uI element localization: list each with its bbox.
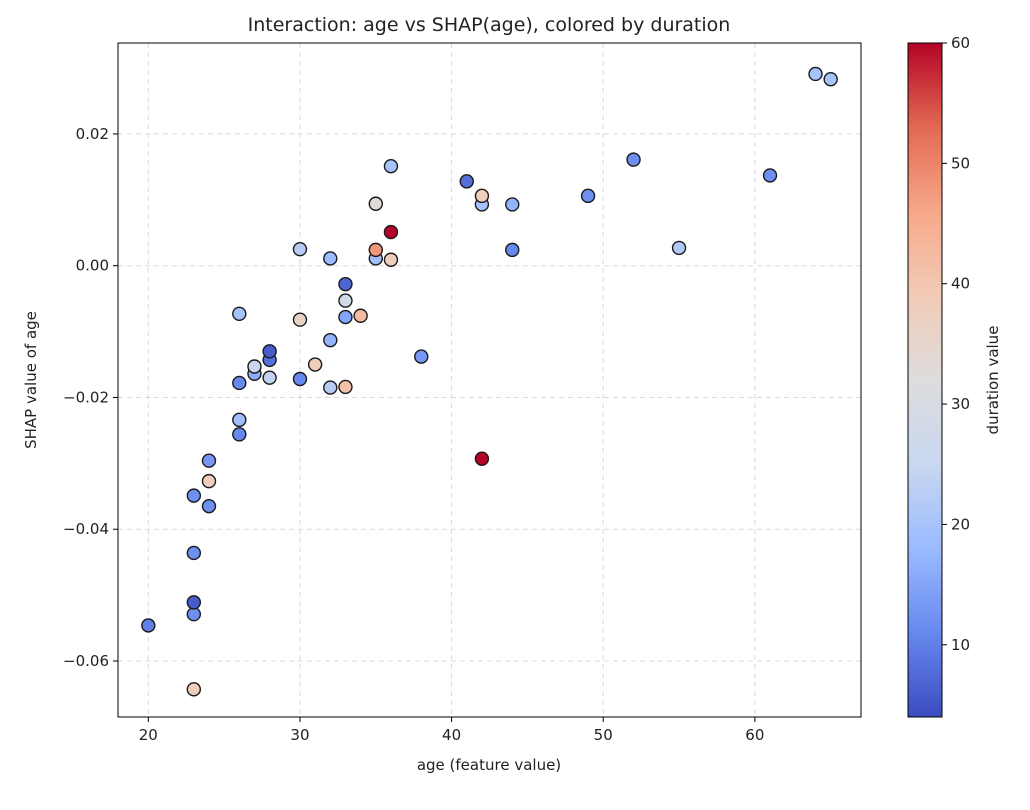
scatter-point [823, 72, 838, 87]
plot-frame [117, 42, 862, 718]
chart-title: Interaction: age vs SHAP(age), colored b… [248, 14, 731, 36]
scatter-point [368, 196, 383, 211]
scatter-point [186, 607, 202, 622]
scatter-point [505, 197, 520, 212]
scatter-point [383, 224, 399, 240]
scatter-point [626, 152, 641, 167]
scatter-point [141, 618, 156, 633]
x-tick-label: 30 [290, 726, 309, 744]
scatter-point [186, 682, 202, 697]
colorbar-tick-label: 10 [951, 636, 970, 654]
colorbar-label: duration value [984, 326, 1002, 435]
colorbar-tick-label: 40 [951, 275, 970, 293]
scatter-point [232, 375, 247, 391]
scatter-point [580, 188, 596, 204]
scatter-point [186, 545, 202, 561]
x-axis-label: age (feature value) [417, 756, 561, 774]
colorbar: 10 20 30 40 50 60 duration value [907, 34, 1002, 718]
scatter-point [474, 188, 490, 204]
y-tick-label: −0.02 [63, 388, 109, 406]
scatter-point [292, 242, 308, 257]
scatter-point [262, 344, 277, 359]
scatter-point [762, 168, 778, 183]
colorbar-tick-label: 30 [951, 395, 970, 413]
scatter-point [247, 359, 262, 374]
colorbar-gradient [907, 42, 943, 718]
scatter-point [505, 242, 520, 258]
y-tick-label: −0.04 [63, 520, 109, 538]
scatter-point [368, 242, 383, 258]
scatter-point [201, 453, 217, 468]
scatter-point [353, 308, 368, 323]
scatter-point [186, 595, 202, 610]
scatter-point [808, 66, 823, 82]
y-axis-label: SHAP value of age [22, 311, 40, 449]
colorbar-tick-label: 20 [951, 515, 970, 533]
colorbar-tick-label: 50 [951, 154, 970, 172]
x-tick-label: 50 [594, 726, 613, 744]
scatter-point [232, 427, 247, 442]
scatter-point [474, 451, 490, 466]
scatter-point [186, 488, 202, 503]
y-tick-label: 0.00 [76, 257, 109, 275]
scatter-point [338, 276, 353, 292]
y-tick-label: 0.02 [76, 125, 109, 143]
scatter-point [671, 240, 687, 256]
y-axis-ticks: −0.06 −0.04 −0.02 0.00 0.02 [63, 125, 118, 670]
scatter-point [201, 473, 217, 489]
scatter-point [232, 306, 247, 321]
scatter-point [307, 357, 323, 372]
scatter-point [232, 412, 247, 428]
scatter-points [141, 66, 838, 697]
x-tick-label: 20 [139, 726, 158, 744]
y-tick-label: −0.06 [63, 652, 109, 670]
scatter-point [201, 498, 217, 514]
x-tick-label: 60 [745, 726, 764, 744]
colorbar-ticks: 10 20 30 40 50 60 [942, 34, 970, 654]
scatter-point [323, 332, 338, 348]
scatter-point [338, 379, 353, 395]
grid [118, 43, 861, 717]
scatter-point [323, 380, 338, 395]
x-axis-ticks: 20 30 40 50 60 [139, 717, 764, 744]
scatter-point [292, 312, 308, 327]
scatter-point [383, 159, 399, 174]
scatter-point [262, 370, 277, 385]
scatter-point [323, 251, 338, 266]
scatter-point [459, 174, 474, 189]
scatter-point [338, 309, 353, 325]
scatter-point [292, 371, 308, 387]
scatter-point [383, 252, 399, 267]
colorbar-tick-label: 60 [951, 34, 970, 52]
scatter-point [338, 293, 353, 308]
x-tick-label: 40 [442, 726, 461, 744]
scatter-point [414, 349, 429, 364]
